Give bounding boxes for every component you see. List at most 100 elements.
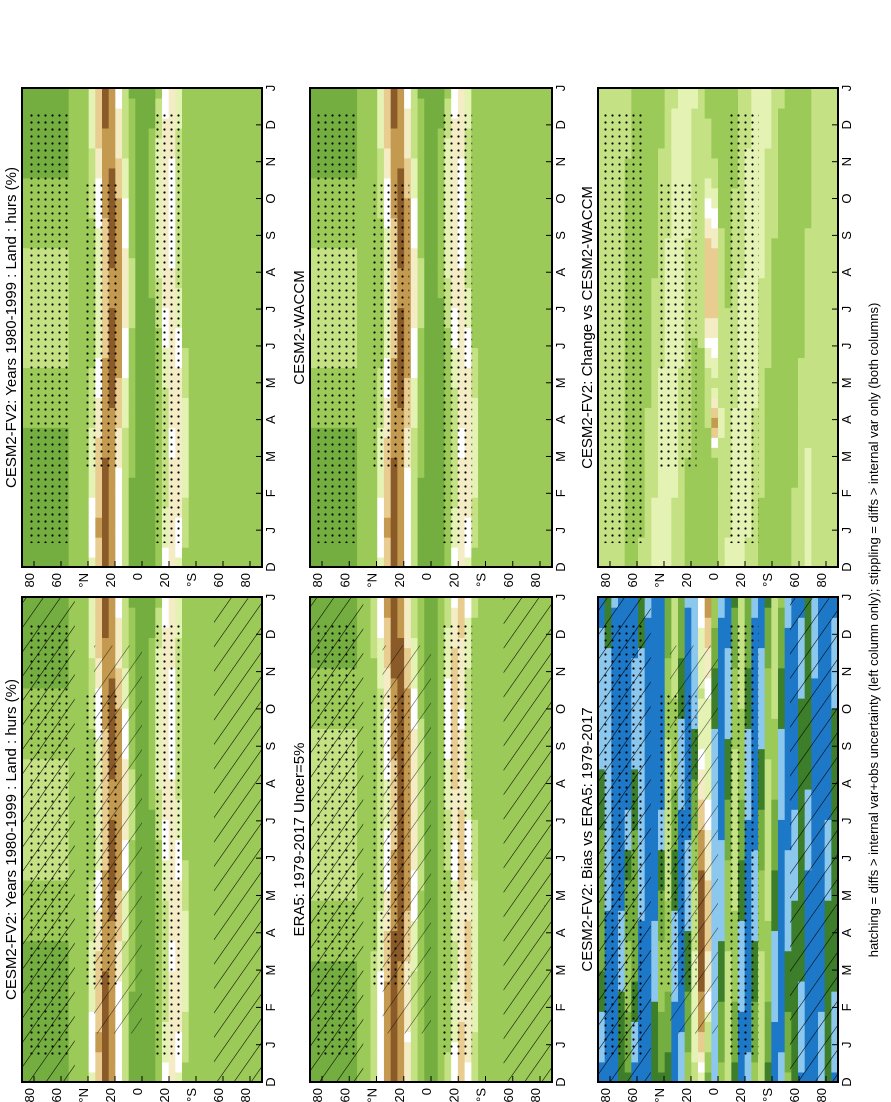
heatmap-cell — [484, 748, 493, 760]
month-tick-label: O — [263, 193, 278, 203]
heatmap-cell — [248, 407, 256, 418]
heatmap-cell — [208, 507, 216, 518]
heatmap-cell — [397, 1061, 405, 1073]
heatmap-cell — [370, 1071, 378, 1083]
heatmap-cell — [383, 1071, 392, 1083]
heatmap-cell — [228, 487, 236, 498]
heatmap-cell — [48, 557, 56, 568]
heatmap-cell — [68, 557, 76, 568]
heatmap-cell — [208, 788, 216, 800]
heatmap-cell — [122, 517, 130, 528]
heatmap-cell — [142, 1061, 150, 1073]
heatmap-cell — [122, 277, 130, 289]
heatmap-cell — [102, 607, 110, 618]
heatmap-cell — [248, 317, 256, 329]
heatmap-cell — [195, 127, 203, 139]
heatmap-cell — [195, 1061, 203, 1073]
heatmap-cell — [242, 517, 250, 528]
heatmap-cell — [242, 377, 250, 388]
heatmap-cell — [142, 347, 150, 359]
heatmap-cell — [498, 819, 506, 830]
heatmap-cell — [182, 788, 190, 800]
heatmap-cell — [115, 1031, 123, 1043]
heatmap-cell — [478, 1071, 486, 1083]
heatmap-cell — [68, 247, 76, 259]
heatmap-cell — [431, 950, 439, 962]
heatmap-cell — [82, 537, 90, 548]
heatmap-cell — [188, 950, 196, 962]
heatmap-cell — [188, 467, 196, 478]
heatmap-cell — [195, 167, 203, 179]
heatmap-cell — [484, 900, 493, 911]
heatmap-cell — [437, 960, 446, 972]
heatmap-cell — [182, 1031, 190, 1043]
heatmap-cell — [255, 107, 263, 119]
heatmap-cell — [188, 930, 196, 942]
heatmap-cell — [128, 157, 136, 169]
heatmap-cell — [202, 718, 210, 729]
lat-tick-label: 60 — [49, 1088, 64, 1102]
heatmap-cell — [195, 117, 203, 129]
heatmap-cell — [228, 417, 236, 428]
heatmap-cell — [142, 417, 150, 428]
heatmap-cell — [431, 809, 439, 820]
heatmap-cell — [148, 788, 156, 800]
heatmap-cell — [182, 849, 190, 861]
heatmap-cell — [188, 107, 196, 119]
heatmap-cell — [478, 708, 486, 719]
heatmap-cell — [437, 1071, 446, 1083]
heatmap-cell — [255, 447, 263, 458]
heatmap-cell — [122, 227, 130, 239]
heatmap-cell — [228, 397, 236, 408]
heatmap-cell — [208, 950, 216, 962]
heatmap-cell — [431, 1041, 439, 1053]
heatmap-cell — [68, 167, 76, 179]
heatmap-cell — [142, 487, 150, 498]
heatmap-cell — [195, 447, 203, 458]
heatmap-cell — [228, 337, 236, 349]
heatmap-cell — [437, 849, 446, 861]
heatmap-cell — [202, 879, 210, 891]
heatmap-cell — [228, 557, 236, 568]
heatmap-cell — [82, 657, 90, 669]
heatmap-cell — [122, 97, 130, 109]
heatmap-cell — [128, 617, 136, 628]
heatmap-cell — [75, 187, 83, 199]
heatmap-cell — [148, 637, 156, 649]
heatmap-cell — [498, 718, 506, 729]
heatmap-cell — [188, 137, 196, 149]
heatmap-cell — [498, 1061, 506, 1073]
heatmap-cell — [222, 277, 230, 289]
heatmap-cell — [404, 1041, 412, 1053]
heatmap-cell — [363, 859, 372, 871]
heatmap-cell — [202, 1071, 210, 1083]
heatmap-cell — [363, 991, 372, 1002]
heatmap-cell — [148, 839, 156, 851]
heatmap-cell — [195, 687, 203, 699]
heatmap-cell — [377, 1051, 385, 1063]
heatmap-cell — [188, 637, 196, 649]
heatmap-cell — [68, 337, 76, 349]
heatmap-cell — [208, 287, 216, 299]
heatmap-cell — [491, 890, 499, 901]
heatmap-cell — [188, 387, 196, 398]
heatmap-cell — [437, 1001, 446, 1012]
heatmap-cell — [242, 157, 250, 169]
heatmap-cell — [242, 437, 250, 448]
heatmap-cell — [242, 297, 250, 309]
heatmap-cell — [108, 607, 116, 618]
heatmap-cell — [215, 427, 223, 438]
heatmap-cell — [88, 467, 96, 478]
heatmap-cell — [437, 991, 446, 1002]
heatmap-cell — [208, 657, 216, 669]
heatmap-cell — [471, 728, 479, 740]
heatmap-cell — [235, 197, 243, 209]
heatmap-cell — [155, 1071, 163, 1083]
heatmap-cell — [102, 147, 110, 159]
heatmap-cell — [208, 809, 216, 820]
heatmap-cell — [248, 547, 256, 558]
heatmap-cell — [82, 1001, 90, 1012]
heatmap-cell — [363, 879, 372, 891]
heatmap-cell — [208, 227, 216, 239]
heatmap-cell — [122, 147, 130, 159]
